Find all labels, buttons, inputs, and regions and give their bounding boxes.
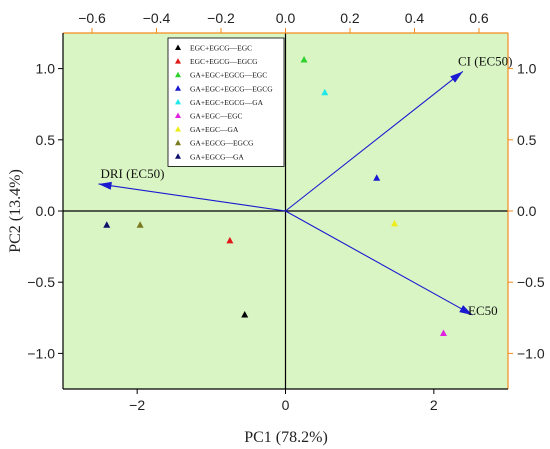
right-axis: −1.0 −0.5 0.0 0.5 1.0 bbox=[508, 61, 545, 361]
loading-vector-label: DRI (EC50) bbox=[101, 166, 165, 181]
score-point bbox=[226, 236, 234, 244]
left-axis: −1.0 −0.5 0.0 0.5 1.0 bbox=[27, 61, 63, 361]
top-tick-label: −0.2 bbox=[207, 10, 235, 26]
score-point bbox=[103, 221, 111, 228]
x-tick-label: 2 bbox=[430, 397, 438, 413]
loading-vector-label: CI (EC50) bbox=[458, 53, 513, 68]
top-tick-label: −0.6 bbox=[78, 10, 106, 26]
legend-label: GA+EGC+EGCG—GA bbox=[190, 98, 264, 107]
legend-label: GA+EGCG—EGCG bbox=[190, 139, 254, 148]
loading-vectors: CI (EC50) DRI (EC50) EC50 bbox=[98, 53, 513, 318]
top-tick-label: 0.4 bbox=[405, 10, 425, 26]
score-point bbox=[373, 174, 381, 181]
x-axis-title: PC1 (78.2%) bbox=[244, 429, 328, 446]
legend: EGC+EGCG—EGC EGC+EGCG—EGCG GA+EGC+EGCG—EGC… bbox=[167, 37, 285, 167]
right-tick-label: 1.0 bbox=[517, 61, 537, 77]
score-point bbox=[241, 310, 249, 318]
score-point bbox=[136, 221, 144, 228]
x-tick-label: −2 bbox=[129, 397, 145, 413]
legend-label: GA+EGC—GA bbox=[190, 125, 239, 134]
legend-marker bbox=[175, 139, 181, 146]
loading-vector bbox=[285, 71, 464, 212]
y-tick-label: 0.5 bbox=[36, 132, 56, 148]
score-points bbox=[103, 56, 447, 336]
legend-box bbox=[167, 37, 285, 167]
legend-marker bbox=[175, 112, 181, 118]
score-point bbox=[439, 329, 447, 336]
y-tick-label: 1.0 bbox=[36, 61, 56, 77]
legend-marker bbox=[175, 44, 181, 50]
legend-label: EGC+EGCG—EGC bbox=[190, 44, 252, 53]
top-tick-label: −0.4 bbox=[143, 10, 171, 26]
loading-vector bbox=[98, 183, 286, 212]
legend-label: GA+EGCG—GA bbox=[190, 152, 244, 161]
y-tick-label: −0.5 bbox=[27, 274, 55, 290]
y-tick-label: 0.0 bbox=[36, 203, 56, 219]
legend-marker bbox=[175, 153, 181, 159]
y-axis-title: PC2 (13.4%) bbox=[7, 169, 24, 253]
score-point bbox=[300, 56, 308, 63]
legend-label: EGC+EGCG—EGCG bbox=[190, 57, 258, 66]
right-tick-label: −0.5 bbox=[517, 274, 545, 290]
score-point bbox=[391, 219, 399, 227]
top-tick-label: 0.2 bbox=[340, 10, 360, 26]
top-tick-label: 0.6 bbox=[469, 10, 489, 26]
x-tick-label: 0 bbox=[282, 397, 290, 413]
legend-label: GA+EGC+EGCG—EGCG bbox=[190, 84, 273, 93]
right-tick-label: −1.0 bbox=[517, 345, 545, 361]
loading-arrowhead bbox=[98, 181, 112, 190]
score-point bbox=[321, 88, 329, 96]
legend-marker bbox=[175, 85, 181, 91]
legend-marker bbox=[175, 126, 181, 132]
loading-arrowhead bbox=[450, 71, 463, 83]
legend-marker bbox=[175, 98, 181, 105]
legend-label: GA+EGC—EGC bbox=[190, 112, 243, 121]
y-tick-label: −1.0 bbox=[27, 345, 55, 361]
legend-marker bbox=[175, 58, 181, 64]
right-tick-label: 0.0 bbox=[517, 203, 537, 219]
top-tick-label: 0.0 bbox=[276, 10, 296, 26]
legend-label: GA+EGC+EGCG—EGC bbox=[190, 71, 267, 80]
loading-vector-label: EC50 bbox=[468, 303, 498, 318]
right-tick-label: 0.5 bbox=[517, 132, 537, 148]
bottom-axis: −2 0 2 bbox=[129, 389, 438, 413]
loading-vector bbox=[285, 210, 473, 316]
top-axis: −0.6 −0.4 −0.2 0.0 0.2 0.4 0.6 bbox=[78, 10, 489, 33]
loading-arrowhead bbox=[459, 305, 473, 315]
legend-marker bbox=[175, 71, 181, 78]
